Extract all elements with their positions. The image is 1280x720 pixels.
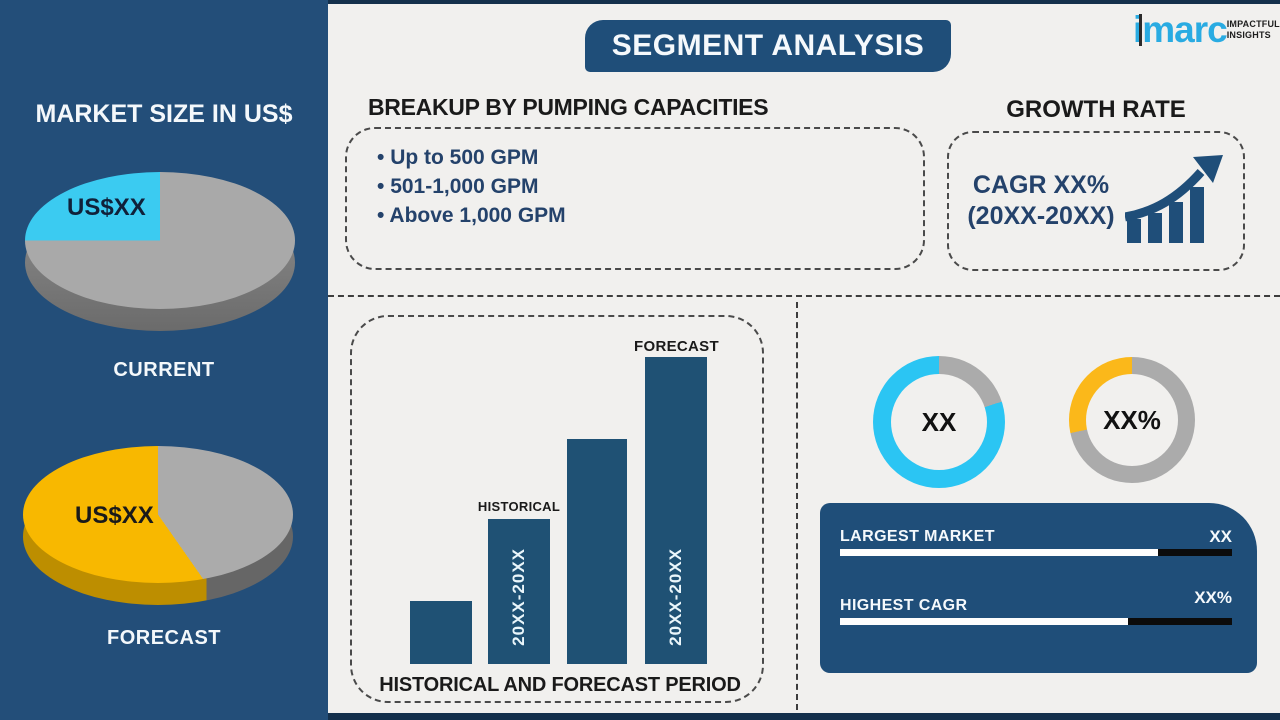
period-bar-3	[567, 439, 627, 664]
period-bar-1	[410, 601, 472, 664]
logo-tagline: IMPACTFUL INSIGHTS	[1227, 19, 1280, 41]
meter-fill	[840, 618, 1128, 625]
imarc-logo: imarc IMPACTFUL INSIGHTS	[1133, 9, 1280, 50]
breakup-item: Up to 500 GPM	[377, 143, 566, 172]
period-chart-caption: HISTORICAL AND FORECAST PERIOD	[379, 674, 741, 696]
forecast-range: 20XX-20XX	[666, 548, 685, 646]
forecast-label: FORECAST	[634, 338, 719, 355]
vertical-divider	[796, 302, 798, 710]
donut-hole: XX%	[1086, 374, 1178, 466]
period-bar-4-forecast	[645, 357, 707, 664]
bottom-frame-strip	[328, 713, 1280, 720]
current-caption: CURRENT	[113, 359, 215, 381]
market-size-title: MARKET SIZE IN US$	[35, 100, 293, 128]
pie-face	[25, 172, 295, 309]
historical-label: HISTORICAL	[477, 499, 561, 514]
highest-cagr-label: HIGHEST CAGR	[840, 597, 968, 614]
cagr-period: (20XX-20XX)	[967, 202, 1115, 230]
logo-divider	[1139, 14, 1142, 46]
highest-cagr-donut: XX%	[1069, 357, 1195, 483]
key-stats-panel: LARGEST MARKET XX HIGHEST CAGR XX%	[820, 503, 1257, 673]
historical-range: 20XX-20XX	[509, 548, 528, 646]
page-title: SEGMENT ANALYSIS	[611, 29, 925, 62]
meter-track	[1158, 549, 1232, 556]
donut-hole: XX	[891, 374, 987, 470]
historical-range-wrap: 20XX-20XX	[488, 546, 550, 648]
logo-tagline-line2: INSIGHTS	[1226, 30, 1271, 40]
cagr-value: CAGR XX%	[972, 171, 1110, 199]
largest-market-meter	[840, 549, 1232, 556]
breakup-box: Up to 500 GPM 501-1,000 GPM Above 1,000 …	[345, 127, 925, 270]
breakup-list: Up to 500 GPM 501-1,000 GPM Above 1,000 …	[377, 143, 566, 230]
growth-rate-box: CAGR XX% (20XX-20XX)	[947, 131, 1245, 271]
page-title-banner: SEGMENT ANALYSIS	[585, 20, 951, 72]
highest-cagr-meter	[840, 618, 1232, 625]
horizontal-divider	[328, 295, 1280, 297]
logo-wordmark: imarc	[1133, 9, 1228, 50]
top-frame-strip	[328, 0, 1280, 4]
market-size-sidebar: MARKET SIZE IN US$ US$XX CURRENT US$XX F…	[0, 0, 328, 720]
forecast-pie-value: US$XX	[75, 502, 154, 529]
highest-cagr-donut-value: XX%	[1103, 404, 1161, 435]
highest-cagr-value: XX%	[1194, 588, 1232, 607]
forecast-caption: FORECAST	[107, 627, 221, 649]
growth-rate-title: GROWTH RATE	[1006, 96, 1186, 123]
growth-arrow-icon	[1124, 155, 1223, 243]
forecast-range-wrap: 20XX-20XX	[645, 546, 707, 648]
largest-market-label: LARGEST MARKET	[840, 528, 995, 545]
cagr-text: CAGR XX% (20XX-20XX)	[967, 170, 1114, 232]
largest-market-donut: XX	[873, 356, 1005, 488]
largest-market-donut-value: XX	[921, 406, 957, 437]
period-chart-box	[350, 315, 764, 703]
forecast-pie-chart: US$XX	[23, 446, 293, 606]
period-bar-2-historical	[488, 519, 550, 664]
current-pie-chart: US$XX	[25, 172, 295, 332]
logo-tagline-line1: IMPACTFUL	[1226, 19, 1280, 29]
pie-face	[23, 446, 293, 583]
breakup-section-title: BREAKUP BY PUMPING CAPACITIES	[368, 94, 769, 120]
meter-fill	[840, 549, 1158, 556]
breakup-item: 501-1,000 GPM	[377, 172, 566, 201]
current-pie-value: US$XX	[67, 194, 146, 221]
meter-track	[1128, 618, 1232, 625]
breakup-item: Above 1,000 GPM	[377, 201, 565, 230]
largest-market-value: XX	[1209, 527, 1232, 546]
